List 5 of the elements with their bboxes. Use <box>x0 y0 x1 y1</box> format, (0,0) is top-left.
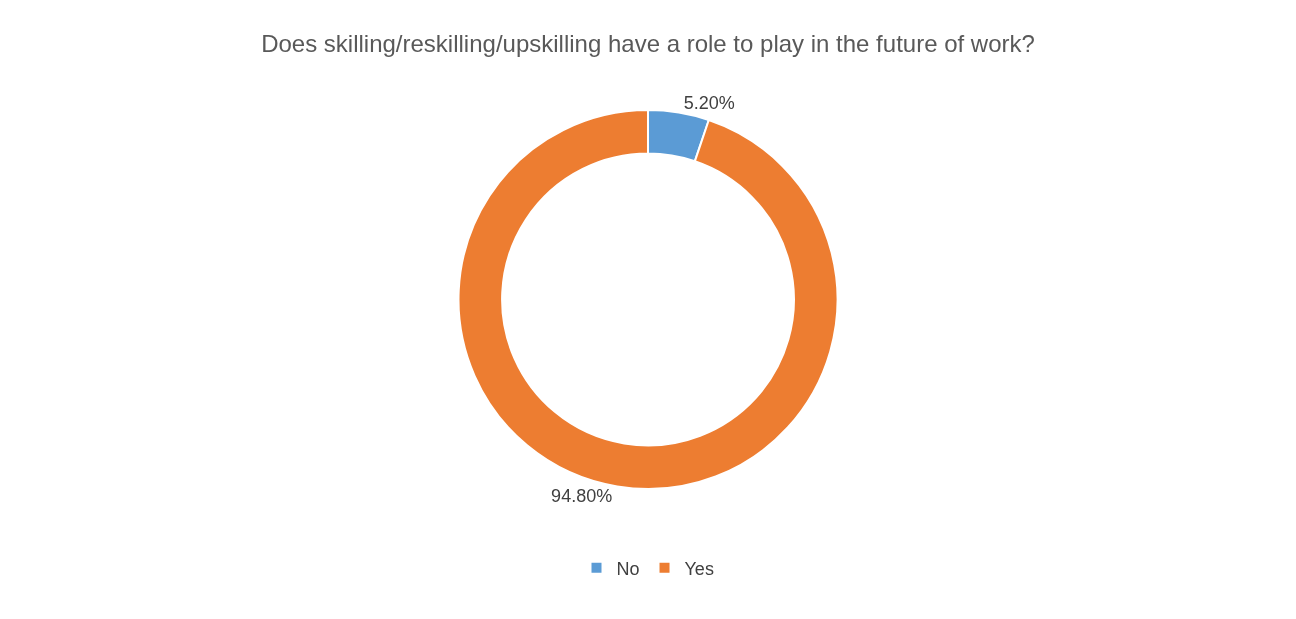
chart-title: Does skilling/reskilling/upskilling have a role to play in the future of work? <box>261 29 1035 57</box>
legend-label: No <box>616 558 640 579</box>
legend-label: Yes <box>684 558 714 579</box>
data-label: 5.20% <box>683 92 735 113</box>
data-label: 94.80% <box>551 486 613 507</box>
